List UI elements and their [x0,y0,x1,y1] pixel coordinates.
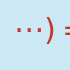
Text: $\cdots) = \dfrac{A}{2x-}$: $\cdots) = \dfrac{A}{2x-}$ [13,5,70,62]
